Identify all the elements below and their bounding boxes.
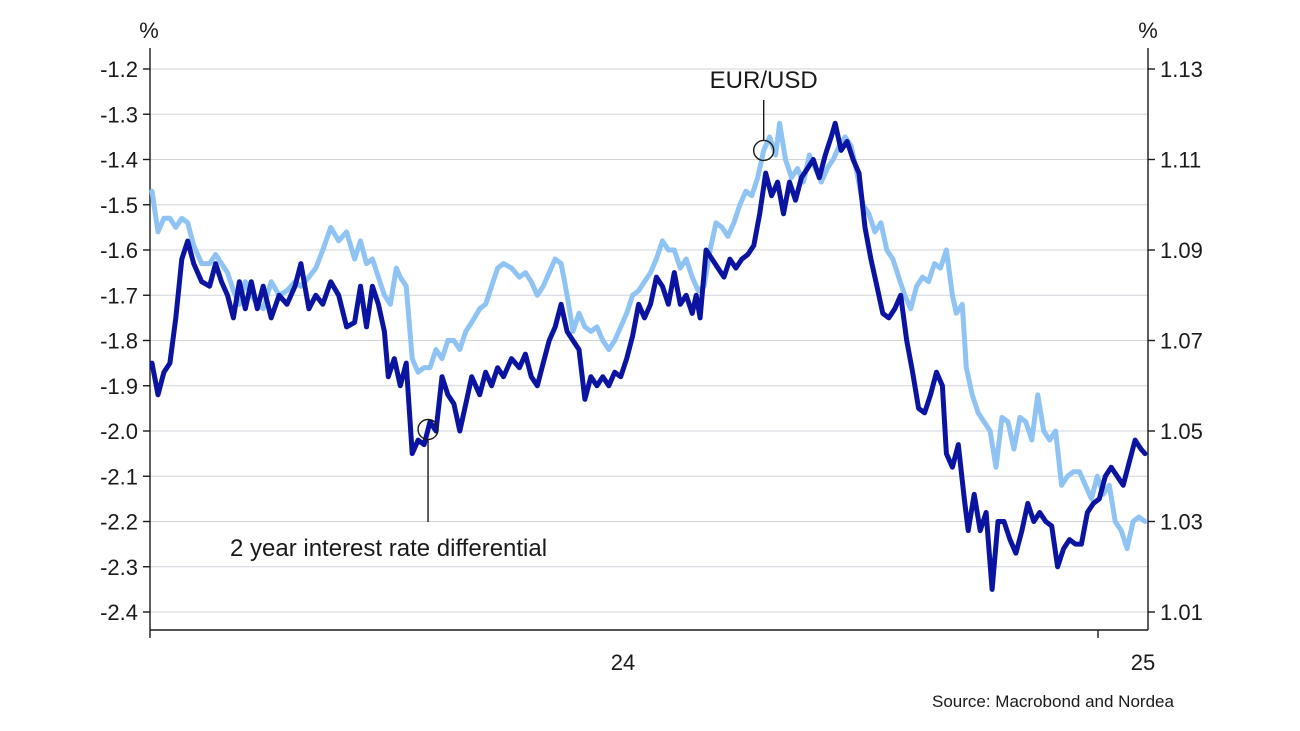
eurusd-line	[149, 120, 1148, 552]
right-tick-label: 1.07	[1160, 329, 1203, 354]
right-axis-tick-labels: 1.13 1.11 1.09 1.07 1.05 1.03 1.01	[1160, 57, 1203, 625]
left-tick-label: -1.7	[100, 283, 138, 308]
right-tick-label: 1.11	[1160, 148, 1201, 173]
left-axis-tick-labels: -1.2 -1.3 -1.4 -1.5 -1.6 -1.7 -1.8 -1.9 -2.0 -2.1…	[100, 57, 138, 625]
right-tick-label: 1.09	[1160, 238, 1203, 263]
series-lines	[149, 120, 1148, 592]
left-tick-label: -1.6	[100, 238, 138, 263]
eurusd-annotation-label: EUR/USD	[710, 67, 818, 94]
source-note: Source: Macrobond and Nordea	[932, 692, 1174, 711]
left-tick-label: -2.2	[100, 510, 138, 535]
left-tick-label: -1.5	[100, 193, 138, 218]
rate-differential-line	[149, 120, 1148, 592]
left-tick-label: -1.9	[100, 374, 138, 399]
left-tick-label: -1.4	[100, 148, 138, 173]
left-tick-label: -1.3	[100, 102, 138, 127]
left-tick-label: -1.8	[100, 329, 138, 354]
right-tick-label: 1.05	[1160, 419, 1203, 444]
left-tick-label: -2.3	[100, 555, 138, 580]
left-tick-label: -2.0	[100, 419, 138, 444]
left-tick-label: -1.2	[100, 57, 138, 82]
x-tick-label: 25	[1131, 650, 1155, 675]
x-tick-label: 24	[611, 650, 635, 675]
right-axis-unit: %	[1138, 18, 1158, 43]
annotations: EUR/USD 2 year interest rate differentia…	[230, 67, 818, 562]
right-tick-label: 1.13	[1160, 57, 1203, 82]
left-tick-label: -2.4	[100, 600, 138, 625]
left-tick-label: -2.1	[100, 464, 138, 489]
rate-diff-annotation-label: 2 year interest rate differential	[230, 535, 547, 562]
axes	[143, 48, 1155, 638]
x-axis-tick-labels: 24 25	[611, 650, 1155, 675]
right-tick-label: 1.03	[1160, 510, 1203, 535]
right-tick-label: 1.01	[1160, 600, 1203, 625]
left-axis-unit: %	[139, 18, 159, 43]
